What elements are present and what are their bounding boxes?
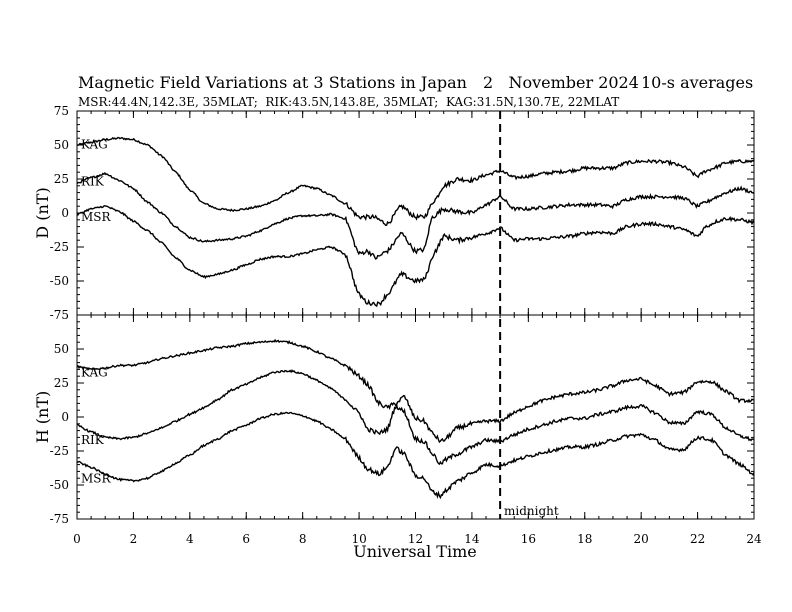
y-tick-label: 0 — [61, 206, 69, 220]
series-line-kag — [76, 338, 755, 444]
x-tick-label: 24 — [746, 532, 762, 546]
y-tick-label: 75 — [54, 104, 69, 118]
y-tick-label: 50 — [54, 342, 69, 356]
midnight-annotation: midnight — [504, 504, 559, 518]
series-line-kag — [76, 136, 755, 227]
y-tick-label: -25 — [50, 240, 69, 254]
series-line-msr — [76, 204, 755, 308]
panel-h: 50 25 0 -25 -50 -75 H (nT) KAG RIK MSR — [33, 314, 755, 526]
x-axis-label: Universal Time — [353, 542, 476, 561]
x-tick-label: 0 — [73, 532, 81, 546]
x-tick-label: 16 — [521, 532, 536, 546]
panel-d: 75 50 25 0 -25 -50 -75 D (nT) KAG RIK MSR — [33, 104, 755, 322]
x-tick-label: 8 — [299, 532, 307, 546]
x-tick-label: 18 — [577, 532, 592, 546]
y-tick-label: -25 — [50, 444, 69, 458]
panels-group: 75 50 25 0 -25 -50 -75 D (nT) KAG RIK MSR 50 25 0 -25 -… — [33, 104, 762, 546]
x-tick-label: 10 — [351, 532, 366, 546]
y-tick-label: -75 — [50, 512, 69, 526]
y-tick-label: -75 — [50, 308, 69, 322]
y-tick-label: 25 — [54, 172, 69, 186]
y-tick-label: 50 — [54, 138, 69, 152]
series-label-rik: RIK — [81, 433, 105, 447]
chart-averaging: 10-s averages — [641, 73, 753, 92]
series-line-rik — [76, 369, 755, 466]
y-axis-label: D (nT) — [33, 187, 52, 238]
x-tick-label: 20 — [634, 532, 649, 546]
y-tick-label: -50 — [50, 478, 69, 492]
chart-title: Magnetic Field Variations at 3 Stations … — [78, 73, 467, 92]
panel-frame — [76, 110, 755, 316]
series-line-rik — [76, 171, 755, 260]
panel-frame — [76, 314, 755, 520]
x-tick-label: 14 — [464, 532, 480, 546]
x-tick-label: 4 — [186, 532, 194, 546]
x-tick-label: 6 — [242, 532, 250, 546]
y-tick-label: 0 — [61, 410, 69, 424]
series-label-rik: RIK — [81, 175, 105, 189]
y-tick-label: -50 — [50, 274, 69, 288]
series-label-kag: KAG — [81, 365, 108, 379]
series-line-msr — [76, 411, 755, 500]
y-tick-label: 25 — [54, 376, 69, 390]
x-tick-label: 12 — [408, 532, 423, 546]
chart-date: 2 November 2024 — [483, 73, 639, 92]
x-tick-label: 2 — [130, 532, 138, 546]
x-tick-label: 22 — [690, 532, 705, 546]
series-label-kag: KAG — [81, 137, 108, 151]
series-label-msr: MSR — [81, 210, 112, 224]
chart-subtitle: MSR:44.4N,142.3E, 35MLAT; RIK:43.5N,143.… — [78, 95, 619, 109]
y-axis-label: H (nT) — [33, 391, 52, 444]
series-label-msr: MSR — [81, 471, 112, 485]
